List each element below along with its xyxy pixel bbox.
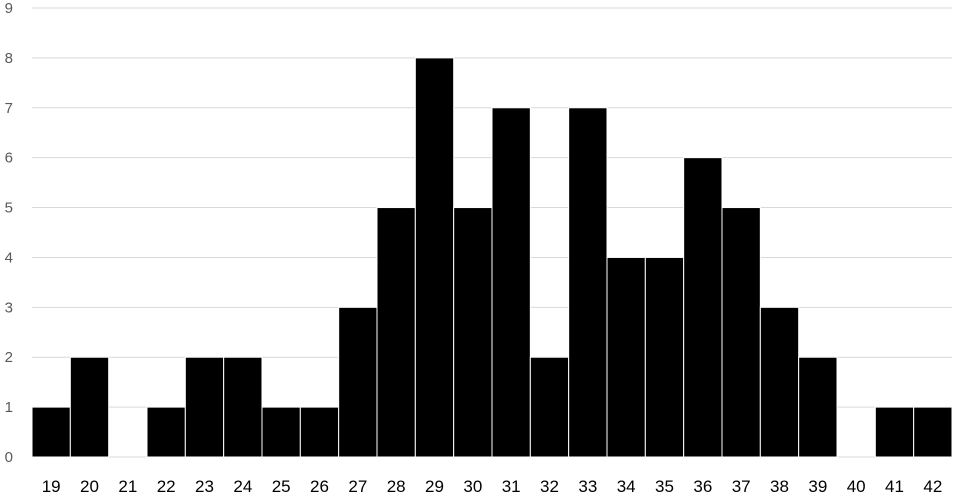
x-tick-label: 34 xyxy=(617,477,636,496)
bar-28 xyxy=(376,207,416,458)
x-tick-label: 28 xyxy=(387,477,406,496)
x-tick-label: 22 xyxy=(157,477,176,496)
bar-36 xyxy=(683,157,723,458)
bar-24 xyxy=(223,356,263,458)
bar-19 xyxy=(31,406,71,458)
x-tick-label: 39 xyxy=(808,477,827,496)
x-tick-label: 29 xyxy=(425,477,444,496)
x-tick-label: 38 xyxy=(770,477,789,496)
y-tick-label: 5 xyxy=(5,200,13,217)
y-tick-label: 3 xyxy=(5,299,13,316)
x-tick-label: 20 xyxy=(80,477,99,496)
bar-27 xyxy=(338,306,378,458)
y-tick-label: 9 xyxy=(5,0,13,17)
x-tick-label: 37 xyxy=(732,477,751,496)
x-tick-label: 25 xyxy=(272,477,291,496)
bar-34 xyxy=(606,256,646,458)
bar-42 xyxy=(913,406,953,458)
bar-41 xyxy=(874,406,915,458)
x-tick-label: 36 xyxy=(693,477,712,496)
bar-35 xyxy=(644,256,685,458)
x-tick-label: 42 xyxy=(923,477,942,496)
x-tick-label: 33 xyxy=(578,477,597,496)
x-tick-label: 26 xyxy=(310,477,329,496)
x-tick-label: 35 xyxy=(655,477,674,496)
y-tick-label: 0 xyxy=(5,449,13,466)
x-tick-label: 24 xyxy=(233,477,252,496)
x-tick-label: 32 xyxy=(540,477,559,496)
bar-31 xyxy=(491,107,531,458)
x-tick-label: 19 xyxy=(42,477,61,496)
bar-30 xyxy=(453,207,493,458)
bar-22 xyxy=(146,406,186,458)
y-tick-label: 4 xyxy=(5,249,13,266)
x-tick-label: 41 xyxy=(885,477,904,496)
x-tick-label: 23 xyxy=(195,477,214,496)
x-axis-ticks: 19 20 21 22 23 24 25 26 27 28 29 30 31 32 33 34 35 36 37 38… xyxy=(42,477,943,496)
y-tick-label: 2 xyxy=(5,349,13,366)
bar-38 xyxy=(759,306,800,458)
x-tick-label: 31 xyxy=(502,477,521,496)
bar-20 xyxy=(69,356,110,458)
y-tick-label: 6 xyxy=(5,150,13,167)
x-tick-label: 21 xyxy=(118,477,137,496)
x-tick-label: 27 xyxy=(348,477,367,496)
bar-32 xyxy=(529,356,570,458)
bar-29 xyxy=(414,57,455,458)
bars xyxy=(31,57,953,458)
bar-26 xyxy=(299,406,340,458)
x-tick-label: 30 xyxy=(463,477,482,496)
y-tick-label: 7 xyxy=(5,100,13,117)
y-tick-label: 1 xyxy=(5,399,13,416)
x-tick-label: 40 xyxy=(847,477,866,496)
y-tick-label: 8 xyxy=(5,50,13,67)
bar-37 xyxy=(721,207,761,458)
bar-33 xyxy=(568,107,608,458)
bar-39 xyxy=(798,356,838,458)
bar-25 xyxy=(261,406,301,458)
y-axis-ticks: 0 1 2 3 4 5 6 7 8 9 xyxy=(5,0,13,466)
bar-23 xyxy=(184,356,225,458)
